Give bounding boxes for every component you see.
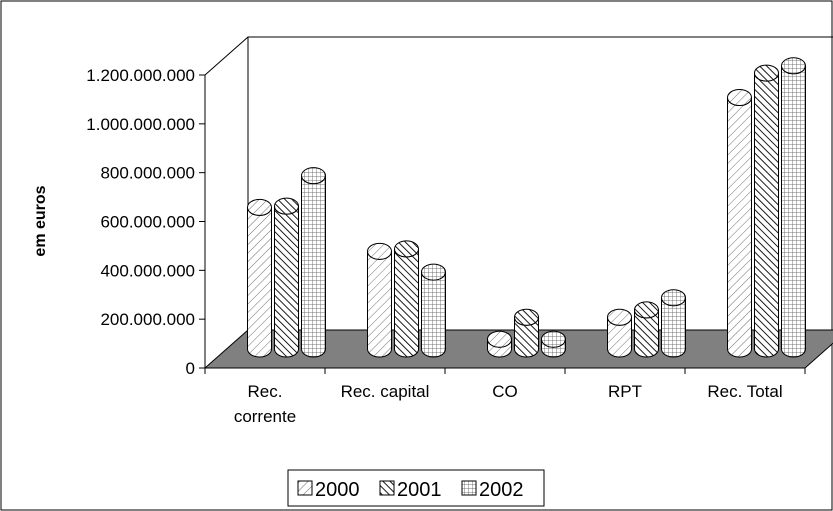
- bar-top: [607, 308, 632, 326]
- bar: [247, 198, 272, 358]
- y-tick-label: 400.000.000: [100, 261, 195, 280]
- y-axis: 0 200.000.000 400.000.000 600.000.000 800.00…: [86, 66, 206, 378]
- legend: 2000 2001 2002: [287, 469, 545, 507]
- bar-top: [487, 330, 512, 348]
- legend-swatch: [461, 480, 477, 496]
- x-tick-label: Rec. capital: [341, 382, 430, 401]
- bar-top: [514, 308, 539, 326]
- bar-body: [661, 297, 686, 358]
- y-tick-label: 800.000.000: [100, 164, 195, 183]
- bars: [247, 57, 806, 358]
- y-tick-label: 1.000.000.000: [86, 115, 195, 134]
- bar-top: [781, 57, 806, 75]
- y-tick-label: 200.000.000: [100, 310, 195, 329]
- bar-body: [394, 248, 419, 358]
- bar: [487, 330, 512, 358]
- bar: [634, 301, 659, 358]
- bar: [541, 330, 566, 358]
- bar-top: [634, 301, 659, 319]
- bar: [781, 57, 806, 358]
- bar-top: [727, 89, 752, 107]
- bar-body: [367, 251, 392, 358]
- legend-box: [287, 469, 545, 507]
- bar: [514, 308, 539, 358]
- back-wall: [247, 36, 833, 330]
- side-wall-top-edge: [204, 36, 249, 76]
- legend-swatch: [297, 480, 313, 496]
- x-tick-label: Rec. corrente: [234, 382, 296, 426]
- bar-top: [394, 240, 419, 258]
- bar: [367, 242, 392, 358]
- bar-top: [274, 197, 299, 215]
- bar-top: [421, 263, 446, 281]
- bar-body: [421, 272, 446, 358]
- bar-top: [247, 198, 272, 216]
- x-tick-label: RPT: [608, 382, 642, 401]
- bar: [421, 263, 446, 358]
- x-tick-label: CO: [492, 382, 518, 401]
- bar: [301, 167, 326, 358]
- y-tick-label: 0: [186, 359, 195, 378]
- legend-swatch: [379, 480, 395, 496]
- bar: [394, 240, 419, 358]
- bar-top: [661, 289, 686, 307]
- y-tick-label: 1.200.000.000: [86, 66, 195, 85]
- bar-body: [301, 175, 326, 358]
- bar-body: [781, 65, 806, 358]
- legend-label: 2001: [397, 479, 442, 501]
- legend-label: 2000: [315, 479, 360, 501]
- bar-top: [541, 330, 566, 348]
- bar: [754, 64, 779, 358]
- y-tick-label: 600.000.000: [100, 213, 195, 232]
- x-axis: Rec. corrente Rec. capital CO RPT Rec. Total: [204, 367, 806, 426]
- bar: [661, 289, 686, 358]
- bar-body: [274, 206, 299, 358]
- y-axis-title: em euros: [32, 185, 49, 256]
- legend-label: 2002: [479, 479, 524, 501]
- bar: [607, 308, 632, 358]
- bar-top: [301, 167, 326, 185]
- bar-body: [247, 207, 272, 358]
- bar-body: [727, 97, 752, 358]
- bar-top: [754, 64, 779, 82]
- bar: [274, 197, 299, 358]
- bar-top: [367, 242, 392, 260]
- bar: [727, 89, 752, 358]
- x-tick-label: Rec. Total: [707, 382, 782, 401]
- bar-body: [754, 73, 779, 358]
